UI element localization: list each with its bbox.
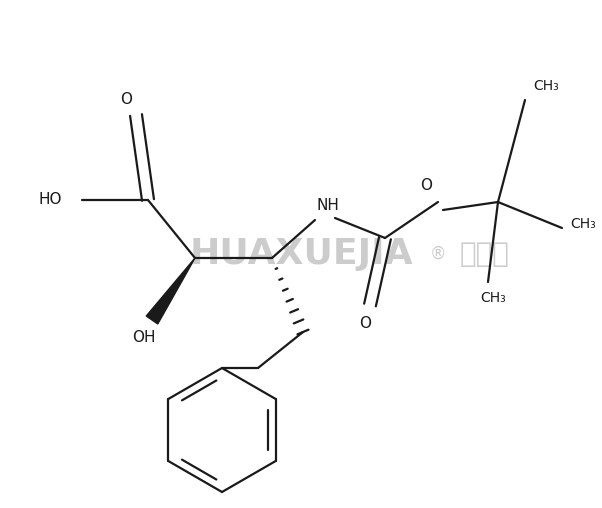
Text: O: O — [120, 91, 132, 107]
Text: ®: ® — [430, 245, 447, 263]
Text: CH₃: CH₃ — [480, 291, 506, 305]
Text: O: O — [359, 315, 371, 331]
Text: O: O — [420, 178, 432, 194]
Text: HUAXUEJIA: HUAXUEJIA — [189, 237, 413, 271]
Text: CH₃: CH₃ — [570, 217, 596, 231]
Text: HO: HO — [39, 193, 62, 207]
Polygon shape — [146, 258, 195, 324]
Text: CH₃: CH₃ — [533, 79, 559, 93]
Text: NH: NH — [317, 199, 340, 213]
Text: OH: OH — [132, 331, 156, 345]
Text: 化学加: 化学加 — [460, 240, 510, 268]
